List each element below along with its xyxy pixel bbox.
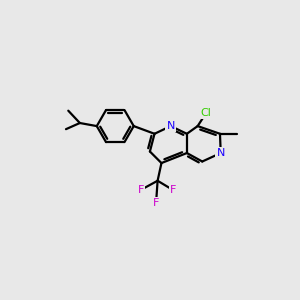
Text: F: F [170,185,176,195]
Text: N: N [167,121,175,131]
Text: Cl: Cl [201,108,212,118]
Text: F: F [137,185,144,195]
Text: N: N [217,148,225,158]
Text: F: F [153,198,159,208]
